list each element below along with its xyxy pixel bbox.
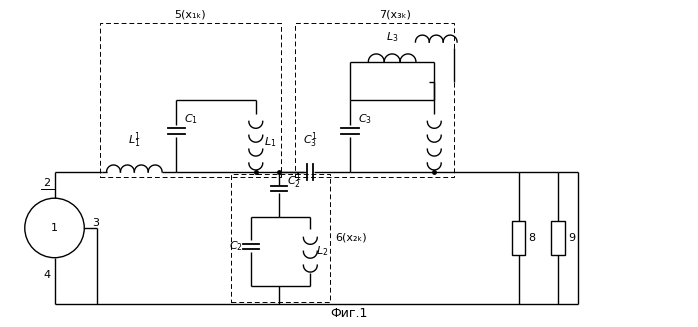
- Text: $C_1$: $C_1$: [184, 112, 198, 126]
- Bar: [512, 220, 526, 255]
- Text: 2: 2: [43, 178, 50, 188]
- Bar: [295, 23, 454, 177]
- Text: 8: 8: [528, 233, 535, 243]
- Text: 9: 9: [568, 233, 575, 243]
- Text: $C_3^1$: $C_3^1$: [303, 130, 318, 150]
- Text: 6(x₂ₖ): 6(x₂ₖ): [335, 233, 366, 243]
- Text: Фиг.1: Фиг.1: [330, 307, 368, 320]
- Text: $L_3$: $L_3$: [386, 30, 399, 44]
- Bar: [551, 220, 565, 255]
- Text: $C_3$: $C_3$: [358, 112, 372, 126]
- Text: 4: 4: [43, 269, 50, 280]
- Text: 7(x₃ₖ): 7(x₃ₖ): [379, 9, 410, 19]
- Text: 1: 1: [51, 223, 58, 233]
- Bar: [100, 23, 281, 177]
- Text: 3: 3: [92, 218, 99, 228]
- Text: $C_2^1$: $C_2^1$: [287, 171, 302, 191]
- Text: $C_2$: $C_2$: [229, 239, 243, 253]
- Text: $L_2$: $L_2$: [316, 244, 329, 258]
- Bar: [231, 174, 330, 302]
- Text: 5(x₁ₖ): 5(x₁ₖ): [174, 9, 206, 19]
- Text: $L_1$: $L_1$: [264, 135, 276, 149]
- Text: $L_1^1$: $L_1^1$: [128, 130, 141, 150]
